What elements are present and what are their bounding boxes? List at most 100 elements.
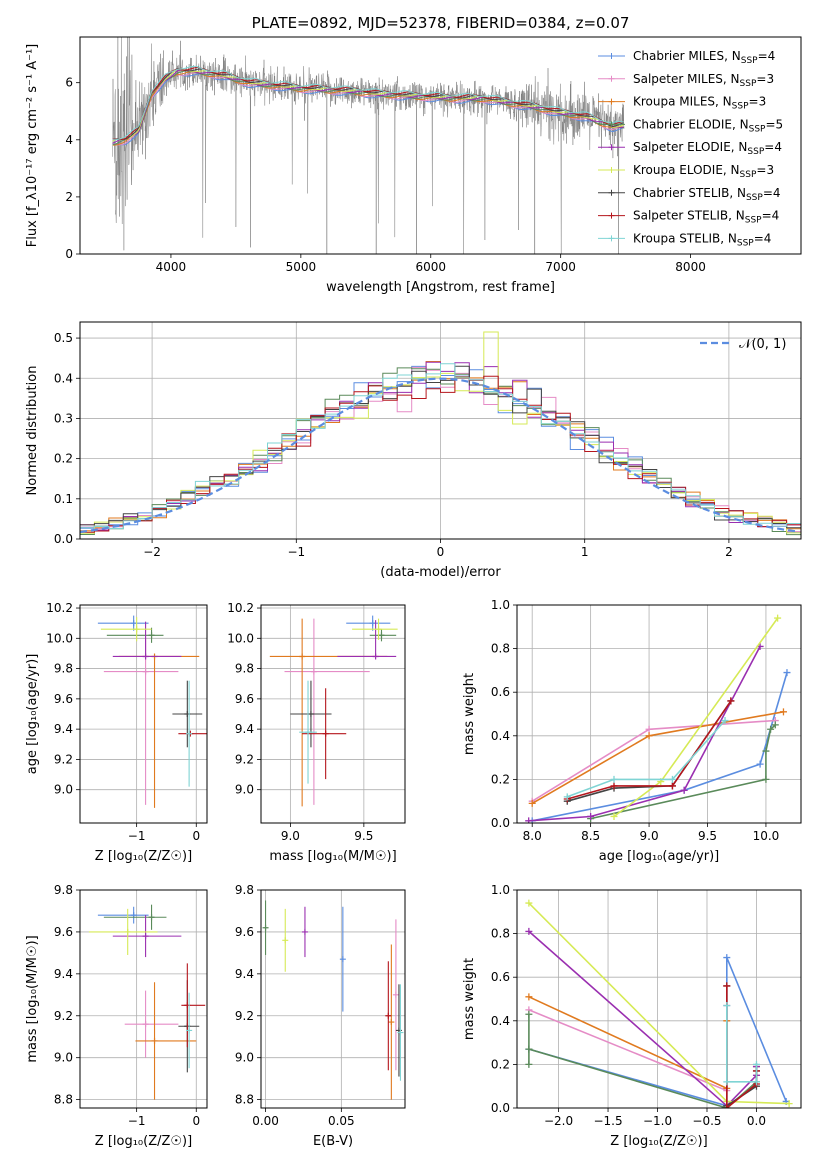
data-point: [587, 812, 595, 820]
plot-area: [517, 605, 801, 823]
x-tick-label: 0: [437, 545, 445, 559]
data-point: [299, 653, 306, 660]
y-axis-label: age [log₁₀(age/yr)]: [25, 654, 40, 775]
x-axis-label: wavelength [Angstrom, rest frame]: [326, 280, 555, 295]
legend-entry: Kroupa MILES, NSSP=3: [633, 95, 766, 112]
data-point: [322, 730, 329, 737]
y-tick-label: 9.8: [235, 662, 254, 676]
data-point: [525, 817, 533, 823]
errorbar-chabrier-elodie: [106, 627, 164, 643]
y-tick-label: 9.0: [235, 1051, 254, 1065]
y-tick-label: 0.4: [491, 729, 510, 743]
legend-entry: Kroupa STELIB, NSSP=4: [633, 231, 771, 248]
data-point: [783, 669, 791, 677]
y-tick-label: 0.4: [491, 1014, 510, 1028]
data-point: [723, 1002, 731, 1010]
data-point: [779, 708, 787, 716]
panel-age-vs-Z: −1 0 9.0 9.2 9.4 9.6 9.8 10.0 10.2 Z [log₁₀(Z/Z☉)…: [25, 601, 208, 864]
series-salpeter-miles: [525, 1002, 731, 1095]
y-tick-label: 9.4: [235, 967, 254, 981]
axes-frame: [516, 604, 802, 824]
y-tick-label: 2: [65, 190, 73, 204]
data-point: [525, 899, 533, 907]
x-tick-label: 9.5: [354, 829, 373, 843]
y-tick-label: 0.0: [491, 1101, 510, 1115]
legend-entry: Salpeter MILES, NSSP=3: [633, 72, 774, 89]
data-point: [762, 747, 770, 755]
y-tick-label: 10.0: [46, 631, 73, 645]
x-tick-label: −1.0: [643, 1114, 672, 1128]
errorbar-kroupa-elodie: [100, 617, 152, 642]
data-point: [610, 782, 618, 790]
y-tick-label: 8.8: [54, 1093, 73, 1107]
y-tick-label: 9.2: [54, 1009, 73, 1023]
legend-entry: Chabrier MILES, NSSP=4: [633, 49, 775, 66]
data-point: [378, 632, 385, 639]
x-axis-label: mass [log₁₀(M/M☉)]: [269, 849, 396, 864]
axes-frame: [79, 36, 802, 255]
data-point: [305, 729, 312, 736]
errorbar-chabrier-elodie: [262, 900, 269, 955]
y-tick-label: 9.6: [235, 692, 254, 706]
data-point: [727, 697, 735, 705]
legend: 𝒩(0, 1): [700, 337, 786, 352]
y-tick-label: 0.8: [491, 927, 510, 941]
x-tick-label: 0: [192, 829, 200, 843]
y-tick-label: 1.0: [491, 598, 510, 612]
x-tick-label: 0.05: [328, 1114, 355, 1128]
errorbar-kroupa-miles: [269, 618, 388, 807]
errorbar-kroupa-miles: [135, 982, 197, 1100]
series-kroupa-elodie: [525, 899, 793, 1108]
errorbar-kroupa-stelib: [186, 680, 193, 787]
errorbar-chabrier-elodie: [103, 904, 167, 930]
y-tick-label: 0.2: [491, 772, 510, 786]
plot-area: [80, 890, 207, 1108]
legend-marker: [608, 121, 615, 128]
y-tick-label: 0.6: [491, 685, 510, 699]
errorbar-kroupa-elodie: [352, 618, 398, 640]
errorbar-kroupa-elodie: [282, 908, 289, 972]
x-tick-label: 9.5: [698, 829, 717, 843]
data-point: [142, 933, 149, 940]
data-point: [301, 928, 308, 935]
plot-area: [261, 605, 405, 823]
errorbar-kroupa-stelib: [299, 680, 317, 784]
y-tick-label: 9.4: [54, 722, 73, 736]
legend-entry: Chabrier ELODIE, NSSP=5: [633, 117, 783, 134]
series-line: [528, 1014, 758, 1108]
y-tick-label: 1.0: [491, 883, 510, 897]
panel-age-vs-mass: 9.0 9.5 9.0 9.2 9.4 9.6 9.8 10.0 10.2 mass [log₁₀…: [227, 601, 406, 864]
y-tick-label: 9.8: [54, 883, 73, 897]
data-point: [310, 668, 317, 675]
legend-entry: Kroupa ELODIE, NSSP=3: [633, 163, 774, 180]
errorbar-chabrier-miles: [339, 906, 346, 1012]
legend-marker: [608, 53, 615, 59]
y-tick-label: 4: [65, 133, 73, 147]
plot-area: [517, 890, 801, 1108]
series-salpeter-stelib: [723, 982, 760, 1108]
panel-mass-weight-vs-age: 8.0 8.5 9.0 9.5 10.0 0.0 0.2 0.4 0.6 0.8 1.0 age [l…: [462, 598, 802, 864]
axes-frame: [79, 321, 802, 540]
panel-residuals: −2 −1 0 1 2 0.0 0.1 0.2 0.3 0.4 0.5 (data-model)/er…: [25, 321, 802, 580]
errorbar-chabrier-stelib: [172, 680, 203, 748]
x-tick-label: 8.0: [523, 829, 542, 843]
data-point: [525, 1010, 533, 1018]
data-point: [771, 721, 779, 729]
y-tick-label: 0: [65, 247, 73, 261]
legend-marker: [608, 235, 615, 242]
axes-frame: [260, 604, 406, 824]
data-point: [721, 717, 729, 725]
plot-area: [112, 37, 625, 254]
data-point: [397, 1029, 404, 1036]
y-tick-label: 0.2: [491, 1057, 510, 1071]
data-point: [610, 775, 618, 783]
data-point: [372, 653, 379, 660]
x-axis-label: Z [log₁₀(Z/Z☉)]: [95, 1134, 192, 1149]
y-tick-label: 8.8: [235, 1093, 254, 1107]
data-point: [385, 1012, 392, 1019]
errorbar-kroupa-elodie: [88, 908, 158, 955]
y-tick-label: 9.6: [54, 692, 73, 706]
y-tick-label: 9.2: [235, 752, 254, 766]
x-tick-label: 0.0: [747, 1114, 766, 1128]
x-tick-label: 0.00: [252, 1114, 279, 1128]
